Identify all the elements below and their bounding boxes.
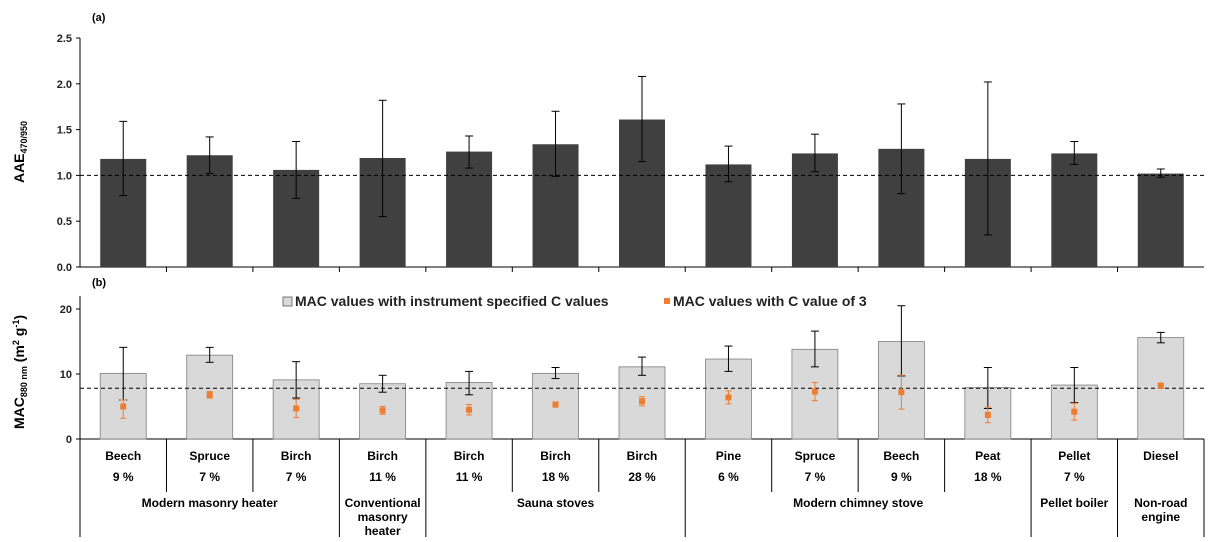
category-table: Beech Spruce Birch Birch Birch Birch Birch Pine… bbox=[79, 439, 1205, 538]
panel-b-y-tick-label: 10 bbox=[60, 369, 72, 381]
mac-sup: 2 bbox=[11, 340, 21, 345]
group-label-line: Modern chimney stove bbox=[793, 496, 923, 510]
aae-main: AAE bbox=[11, 153, 27, 183]
mac-sub: 880 nm bbox=[19, 366, 29, 397]
group-label: Sauna stoves bbox=[517, 496, 595, 510]
panel-a-bar bbox=[446, 151, 493, 267]
panel-a-y-tick-label: 1.5 bbox=[57, 125, 72, 137]
panel-b-c3-point bbox=[1071, 408, 1078, 415]
group-label-line: Non-road bbox=[1134, 496, 1187, 510]
panel-b-legend: MAC values with instrument specified C v… bbox=[282, 293, 867, 309]
panel-b-c3-point bbox=[379, 407, 386, 414]
fuel-label: Pine bbox=[716, 449, 742, 463]
fuel-label: Peat bbox=[975, 449, 1000, 463]
fuel-label: Birch bbox=[627, 449, 658, 463]
panel-b-c3-point bbox=[639, 398, 645, 405]
panel-a-y-tick-label: 2.5 bbox=[57, 33, 72, 45]
panel-b-c3-point bbox=[1157, 382, 1164, 389]
fuel-label: Diesel bbox=[1143, 449, 1178, 463]
fuel-label: Beech bbox=[883, 449, 919, 463]
fuel-label: Pellet bbox=[1058, 449, 1090, 463]
legend-label-instrument-c: MAC values with instrument specified C v… bbox=[295, 293, 609, 309]
panel-b-c3-point bbox=[466, 406, 473, 413]
moisture-label: 6 % bbox=[718, 470, 739, 484]
panel-b-y-axis-label: MAC880 nm (m2 g-1) bbox=[11, 315, 29, 429]
group-label: Modern chimney stove bbox=[793, 496, 923, 510]
group-label-line: Sauna stoves bbox=[517, 496, 595, 510]
fuel-label: Birch bbox=[540, 449, 571, 463]
panel-b-c3-point bbox=[552, 401, 559, 408]
moisture-label: 7 % bbox=[199, 470, 220, 484]
moisture-label: 7 % bbox=[286, 470, 307, 484]
fuel-label: Beech bbox=[105, 449, 141, 463]
panel-b-bars bbox=[80, 337, 1204, 440]
moisture-label: 11 % bbox=[369, 470, 396, 484]
group-label-line: masonry bbox=[358, 510, 408, 524]
moisture-label: 11 % bbox=[456, 470, 483, 484]
panel-a-y-tick-label: 0.5 bbox=[57, 216, 72, 228]
fuel-label: Birch bbox=[367, 449, 398, 463]
panel-b-c3-point bbox=[811, 388, 818, 395]
panel-b-c3-point bbox=[898, 389, 905, 396]
fuel-label: Birch bbox=[281, 449, 312, 463]
moisture-label: 9 % bbox=[113, 470, 134, 484]
mac-unit2: g bbox=[11, 328, 27, 340]
panel-a-y-tick-label: 2.0 bbox=[57, 79, 72, 91]
panel-a-y-tick-label: 1.0 bbox=[57, 170, 72, 182]
mac-main: MAC bbox=[11, 397, 27, 429]
moisture-label: 7 % bbox=[1064, 470, 1085, 484]
aae-sub: 470/950 bbox=[19, 121, 29, 154]
legend-swatch-gray bbox=[282, 296, 293, 307]
panel-b: (b) 0 10 20 MAC880 nm (m2 g-1) MAC values … bbox=[11, 277, 1204, 446]
group-label-line: engine bbox=[1141, 510, 1180, 524]
group-label: Conventional masonry heater bbox=[345, 496, 421, 537]
group-label-line: Modern masonry heater bbox=[142, 496, 278, 510]
legend-swatch-orange bbox=[664, 298, 670, 304]
panel-b-y-tick-label: 0 bbox=[66, 434, 72, 446]
moisture-label: 7 % bbox=[805, 470, 826, 484]
panel-b-c3-points bbox=[120, 374, 1164, 424]
panel-a-y-axis-label: AAE470/950 bbox=[11, 121, 29, 183]
panel-a-axes: 0.0 0.5 1.0 1.5 2.0 2.5 bbox=[57, 33, 1204, 274]
mac-unit: (m bbox=[11, 345, 27, 366]
panel-a-bar bbox=[791, 153, 838, 267]
moisture-label: 18 % bbox=[974, 470, 1002, 484]
panel-b-c3-point bbox=[293, 405, 300, 412]
group-label-line: heater bbox=[365, 524, 401, 537]
panel-b-c3-point bbox=[725, 394, 732, 401]
panel-a-y-tick-label: 0.0 bbox=[57, 262, 72, 274]
panel-a-error-bars bbox=[119, 75, 1165, 236]
group-label: Non-road engine bbox=[1134, 496, 1187, 524]
fuel-label: Spruce bbox=[189, 449, 230, 463]
moisture-label: 18 % bbox=[542, 470, 570, 484]
panel-b-label: (b) bbox=[92, 277, 106, 289]
group-label: Modern masonry heater bbox=[142, 496, 278, 510]
panel-b-error-bars bbox=[119, 305, 1165, 409]
panel-b-c3-point bbox=[984, 411, 991, 418]
panel-b-c3-point bbox=[206, 391, 213, 398]
group-label-line: Conventional bbox=[345, 496, 421, 510]
panel-b-y-tick-label: 20 bbox=[60, 304, 72, 316]
panel-a-bar bbox=[1051, 153, 1098, 267]
group-label-line: Pellet boiler bbox=[1040, 496, 1108, 510]
mac-sup2: -1 bbox=[11, 320, 21, 328]
legend-label-c3: MAC values with C value of 3 bbox=[673, 293, 867, 309]
fuel-label: Spruce bbox=[795, 449, 836, 463]
panel-b-c3-point bbox=[120, 403, 127, 410]
moisture-label: 28 % bbox=[628, 470, 656, 484]
panel-a: (a) 0.0 0.5 1.0 1.5 2.0 2.5 AAE470/950 bbox=[11, 12, 1204, 274]
panel-a-label: (a) bbox=[92, 12, 106, 24]
fuel-label: Birch bbox=[454, 449, 485, 463]
group-label: Pellet boiler bbox=[1040, 496, 1108, 510]
panel-a-bar bbox=[1137, 173, 1184, 267]
panel-a-bars bbox=[80, 119, 1204, 267]
moisture-label: 9 % bbox=[891, 470, 912, 484]
mac-end: ) bbox=[11, 315, 27, 320]
